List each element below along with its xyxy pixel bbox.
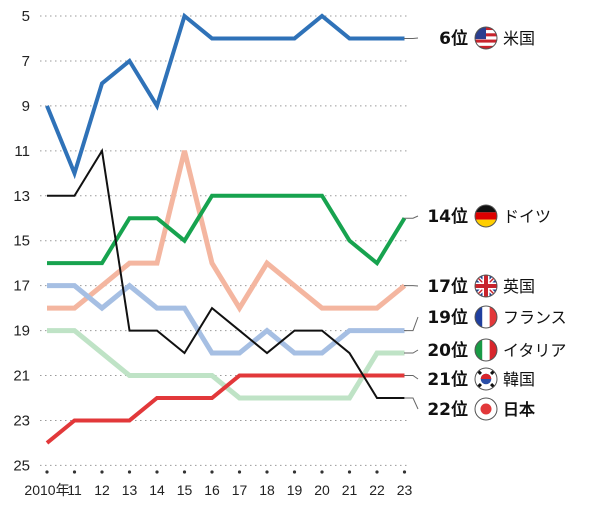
series-line-de <box>47 193 407 267</box>
x-tick-mark <box>292 470 297 474</box>
korea-flag-icon <box>474 367 498 391</box>
legend-item-fr: 19位 フランス <box>404 305 567 332</box>
y-tick-label: 7 <box>22 53 30 70</box>
x-tick-label: 19 <box>287 482 303 498</box>
x-tick-label: 16 <box>204 482 220 498</box>
series-line-jp <box>45 373 405 445</box>
x-tick-mark <box>237 470 242 474</box>
x-tick-label: 12 <box>94 482 110 498</box>
country-name: 英国 <box>503 277 535 296</box>
leader-line <box>404 375 419 380</box>
x-tick-label: 20 <box>314 482 330 498</box>
x-tick-mark <box>210 470 214 474</box>
x-tick-label: 17 <box>232 482 248 498</box>
germany-flag-icon <box>474 204 498 228</box>
legend: 6位 米国 14位 ドイツ 17位 英国 19位 フランス 20位 イタリア 21位 韓国 22位 日本 <box>404 26 567 421</box>
series-line-kr <box>47 147 405 399</box>
series-line-fr <box>47 282 405 356</box>
country-name: 韓国 <box>503 370 535 389</box>
y-tick-label: 15 <box>13 233 30 250</box>
legend-item-kr: 21位 韓国 <box>404 367 535 391</box>
us-flag-icon <box>474 26 498 50</box>
legend-item-it: 20位 イタリア <box>404 338 566 362</box>
x-tick-label: 11 <box>67 482 82 498</box>
rank-label: 20位 <box>427 340 468 361</box>
x-tick-label: 18 <box>259 482 275 498</box>
leader-line <box>404 397 419 410</box>
leader-line <box>404 215 419 219</box>
x-tick-mark <box>127 470 132 474</box>
x-tick-mark <box>72 470 77 474</box>
rank-label: 21位 <box>427 369 468 390</box>
x-tick-label: 23 <box>397 482 413 498</box>
rank-label: 6位 <box>439 28 468 49</box>
rank-label: 22位 <box>427 399 468 420</box>
country-name: フランス <box>503 308 567 327</box>
x-tick-mark <box>265 470 269 474</box>
x-tick-label: 14 <box>149 482 165 498</box>
rank-label: 14位 <box>427 206 468 227</box>
rank-label: 19位 <box>427 307 468 328</box>
y-tick-label: 17 <box>13 278 30 295</box>
x-tick-label: 13 <box>122 482 138 498</box>
country-name: 米国 <box>503 29 535 48</box>
y-tick-label: 25 <box>13 457 30 474</box>
x-tick-mark <box>375 470 379 474</box>
france-flag-icon <box>474 305 498 329</box>
y-tick-label: 19 <box>13 323 30 340</box>
japan-flag-icon <box>474 397 498 421</box>
x-tick-label: 21 <box>342 482 358 498</box>
x-tick-label: 2010年 <box>24 482 69 498</box>
y-tick-label: 13 <box>13 188 30 205</box>
y-tick-label: 5 <box>22 8 30 25</box>
italy-flag-icon <box>474 338 498 362</box>
x-tick-mark <box>347 470 352 474</box>
x-tick-label: 15 <box>177 482 193 498</box>
y-tick-label: 9 <box>22 98 30 115</box>
country-name: ドイツ <box>503 207 551 226</box>
x-tick-mark <box>45 470 49 474</box>
series-line-gb <box>47 150 407 313</box>
country-name: イタリア <box>503 341 566 360</box>
legend-item-jp: 22位 日本 <box>404 397 535 421</box>
y-tick-label: 23 <box>13 412 30 429</box>
leader-line <box>404 349 419 354</box>
leader-line <box>404 316 419 332</box>
x-tick-label: 22 <box>369 482 385 498</box>
country-name: 日本 <box>503 400 535 419</box>
legend-item-de: 14位 ドイツ <box>404 204 551 228</box>
series-layer <box>45 12 407 445</box>
legend-item-gb: 17位 英国 <box>404 274 535 298</box>
y-tick-label: 11 <box>14 143 30 160</box>
uk-flag-icon <box>474 274 498 298</box>
y-axis: 5 7 9 11 13 15 17 19 21 23 25 <box>13 8 30 474</box>
x-tick-mark <box>182 470 187 474</box>
y-tick-label: 21 <box>13 368 30 385</box>
x-tick-mark <box>402 470 407 474</box>
x-tick-mark <box>320 470 324 474</box>
x-tick-mark <box>100 470 104 474</box>
series-line-us <box>45 12 405 180</box>
legend-item-us: 6位 米国 <box>404 26 535 50</box>
grid-layer <box>40 15 410 466</box>
rank-label: 17位 <box>427 276 468 297</box>
x-tick-mark <box>155 470 159 474</box>
